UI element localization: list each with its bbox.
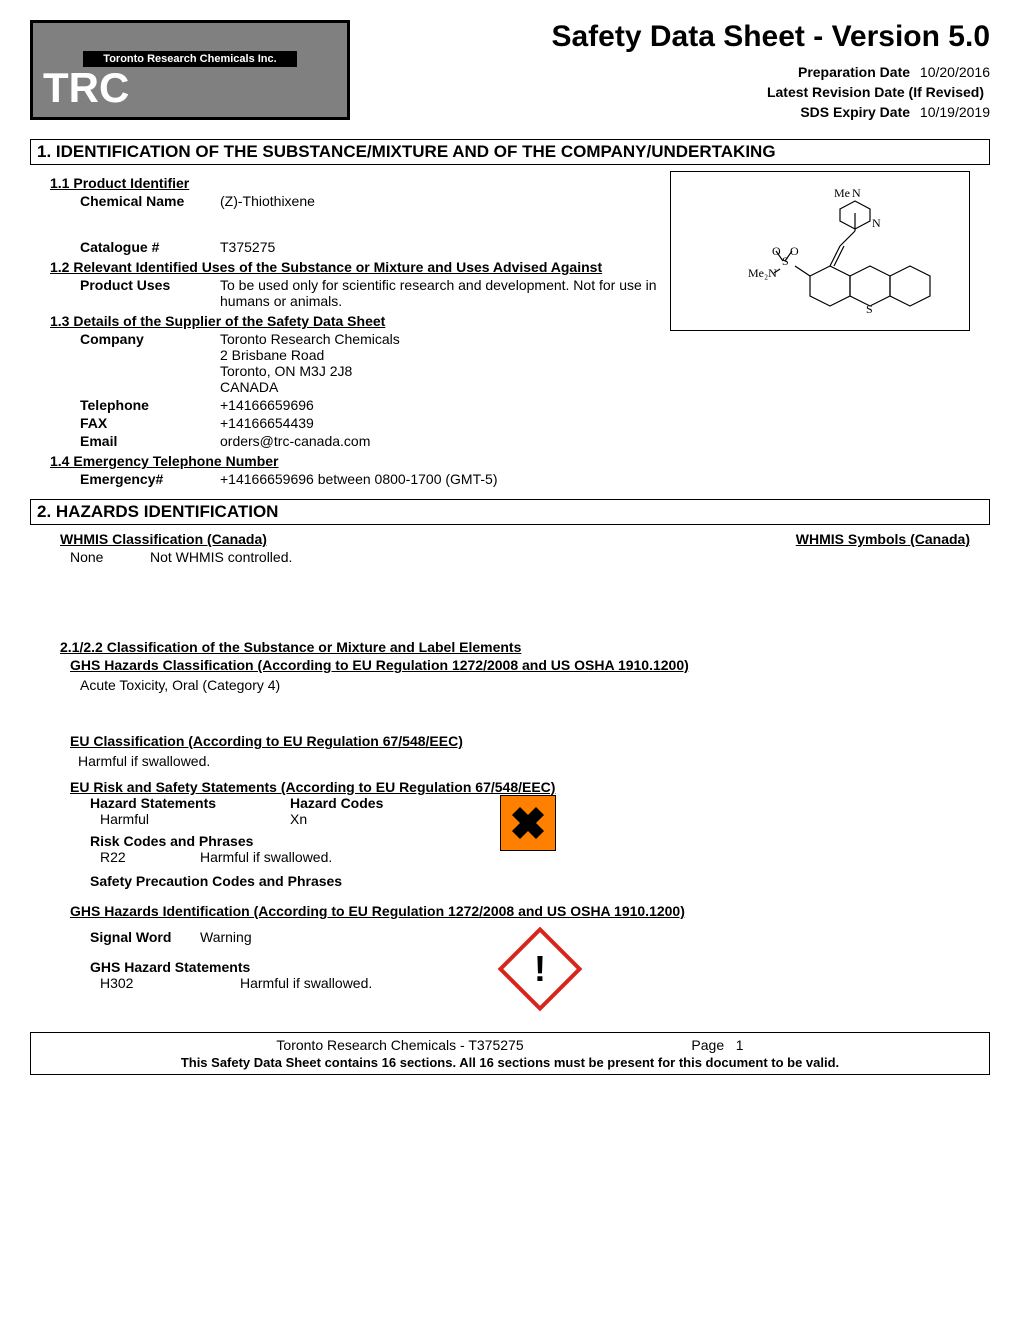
footer: Toronto Research Chemicals - T375275 Pag… bbox=[30, 1032, 990, 1075]
hazard-codes-head: Hazard Codes bbox=[290, 795, 450, 811]
preparation-date: Preparation Date 10/20/2016 bbox=[350, 64, 990, 80]
svg-text:S: S bbox=[866, 302, 873, 316]
document-title: Safety Data Sheet - Version 5.0 bbox=[350, 20, 990, 54]
catalogue-label: Catalogue # bbox=[80, 239, 220, 255]
s1-1-head: 1.1 Product Identifier bbox=[50, 175, 670, 191]
footer-code: T375275 bbox=[468, 1037, 523, 1053]
company-label: Company bbox=[80, 331, 220, 395]
svg-text:N: N bbox=[872, 216, 881, 230]
emergency-value: +14166659696 between 0800-1700 (GMT-5) bbox=[220, 471, 670, 487]
svg-text:Me: Me bbox=[834, 186, 850, 200]
footer-line1: Toronto Research Chemicals - T375275 Pag… bbox=[39, 1037, 981, 1053]
molecular-structure-diagram: S Me N N S O O Me₂N bbox=[670, 171, 970, 331]
revision-date: Latest Revision Date (If Revised) bbox=[350, 84, 990, 100]
fax-value: +14166654439 bbox=[220, 415, 670, 431]
product-uses-value: To be used only for scientific research … bbox=[220, 277, 670, 309]
signal-word-value: Warning bbox=[200, 929, 252, 945]
ghs-pictogram-exclamation: ! bbox=[500, 929, 580, 1012]
risk-code: R22 bbox=[100, 849, 200, 865]
telephone-value: +14166659696 bbox=[220, 397, 670, 413]
fax-label: FAX bbox=[80, 415, 220, 431]
molecule-svg: S Me N N S O O Me₂N bbox=[690, 181, 950, 321]
section-2-title: 2. HAZARDS IDENTIFICATION bbox=[30, 499, 990, 525]
chemical-name-value: (Z)-Thiothixene bbox=[220, 193, 670, 209]
signal-word-label: Signal Word bbox=[90, 929, 200, 945]
footer-page-label: Page bbox=[691, 1037, 724, 1053]
eu-class-head: EU Classification (According to EU Regul… bbox=[70, 733, 990, 749]
emergency-label: Emergency# bbox=[80, 471, 220, 487]
telephone-label: Telephone bbox=[80, 397, 220, 413]
header-right: Safety Data Sheet - Version 5.0 Preparat… bbox=[350, 20, 990, 124]
footer-validity-note: This Safety Data Sheet contains 16 secti… bbox=[39, 1055, 981, 1070]
harmful-icon bbox=[500, 795, 556, 851]
company-line4: CANADA bbox=[220, 379, 670, 395]
ghs-h-code: H302 bbox=[100, 975, 240, 991]
exclamation-icon: ! bbox=[498, 927, 583, 1012]
ghs-h-text: Harmful if swallowed. bbox=[240, 975, 372, 991]
footer-company: Toronto Research Chemicals - bbox=[276, 1037, 468, 1053]
risk-codes-head: Risk Codes and Phrases bbox=[90, 833, 470, 849]
company-line2: 2 Brisbane Road bbox=[220, 347, 670, 363]
hazard-code-value: Xn bbox=[290, 811, 450, 827]
product-uses-label: Product Uses bbox=[80, 277, 220, 309]
section-1-title: 1. IDENTIFICATION OF THE SUBSTANCE/MIXTU… bbox=[30, 139, 990, 165]
ghs-id-head: GHS Hazards Identification (According to… bbox=[70, 903, 990, 919]
hazard-pictogram-harmful bbox=[500, 795, 556, 854]
prep-date-label: Preparation Date bbox=[798, 64, 910, 80]
ghs-class-head: GHS Hazards Classification (According to… bbox=[70, 657, 990, 673]
hazard-statements-head: Hazard Statements bbox=[90, 795, 290, 811]
acute-toxicity: Acute Toxicity, Oral (Category 4) bbox=[80, 677, 990, 693]
whmis-none: None bbox=[70, 549, 150, 565]
eu-harmful-text: Harmful if swallowed. bbox=[78, 753, 990, 769]
rev-date-label: Latest Revision Date (If Revised) bbox=[767, 84, 984, 100]
svg-text:Me₂N: Me₂N bbox=[748, 266, 777, 280]
whmis-not-controlled: Not WHMIS controlled. bbox=[150, 549, 292, 565]
email-value: orders@trc-canada.com bbox=[220, 433, 670, 449]
email-label: Email bbox=[80, 433, 220, 449]
s1-3-head: 1.3 Details of the Supplier of the Safet… bbox=[50, 313, 670, 329]
chemical-name-label: Chemical Name bbox=[80, 193, 220, 209]
svg-text:N: N bbox=[852, 186, 861, 200]
safety-precaution-head: Safety Precaution Codes and Phrases bbox=[90, 873, 470, 889]
company-address: Toronto Research Chemicals 2 Brisbane Ro… bbox=[220, 331, 670, 395]
s2-1-head: 2.1/2.2 Classification of the Substance … bbox=[60, 639, 990, 655]
s1-4-head: 1.4 Emergency Telephone Number bbox=[50, 453, 670, 469]
hazard-statement-value: Harmful bbox=[100, 811, 290, 827]
risk-text: Harmful if swallowed. bbox=[200, 849, 332, 865]
catalogue-value: T375275 bbox=[220, 239, 670, 255]
whmis-none-row: None Not WHMIS controlled. bbox=[70, 549, 990, 565]
prep-date-value: 10/20/2016 bbox=[920, 64, 990, 80]
company-logo: Toronto Research Chemicals Inc. TRC bbox=[30, 20, 350, 120]
whmis-symbols-head: WHMIS Symbols (Canada) bbox=[796, 531, 970, 547]
company-line3: Toronto, ON M3J 2J8 bbox=[220, 363, 670, 379]
exp-date-value: 10/19/2019 bbox=[920, 104, 990, 120]
s1-2-head: 1.2 Relevant Identified Uses of the Subs… bbox=[50, 259, 670, 275]
footer-page-num: 1 bbox=[736, 1037, 744, 1053]
whmis-classification-head: WHMIS Classification (Canada) bbox=[60, 531, 267, 547]
expiry-date: SDS Expiry Date 10/19/2019 bbox=[350, 104, 990, 120]
ghs-hazard-statements-head: GHS Hazard Statements bbox=[90, 959, 470, 975]
header: Toronto Research Chemicals Inc. TRC Safe… bbox=[30, 20, 990, 124]
company-line1: Toronto Research Chemicals bbox=[220, 331, 670, 347]
logo-trc-letters: TRC bbox=[43, 64, 127, 112]
exp-date-label: SDS Expiry Date bbox=[800, 104, 910, 120]
eu-risk-head: EU Risk and Safety Statements (According… bbox=[70, 779, 990, 795]
